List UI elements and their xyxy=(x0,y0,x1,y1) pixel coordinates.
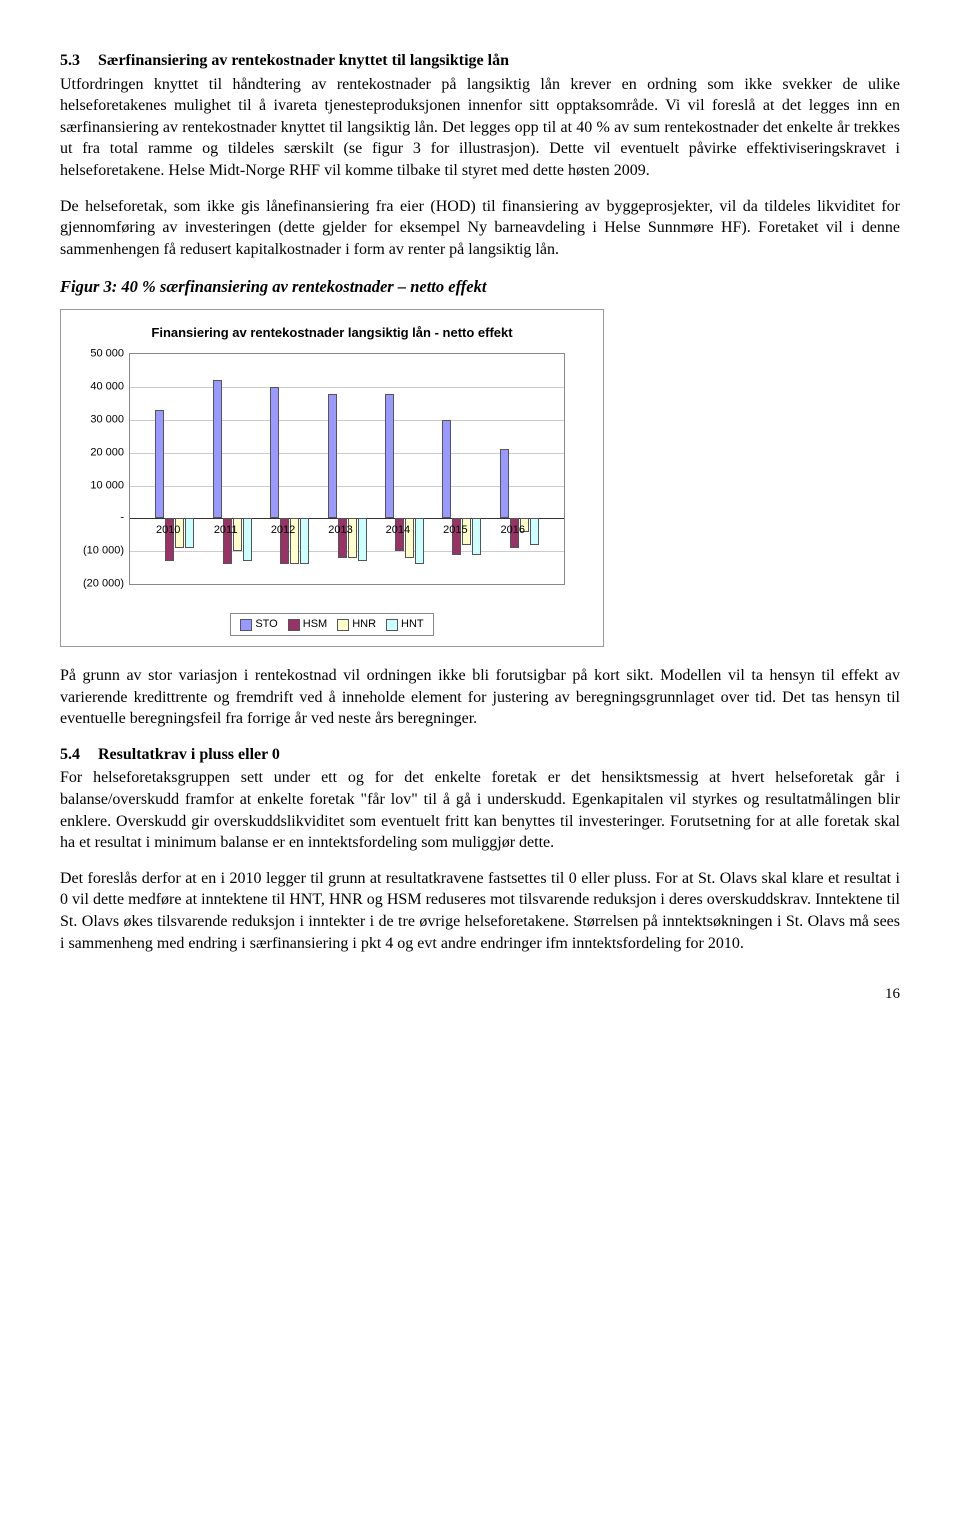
section-5-3-p2: De helseforetak, som ikke gis lånefinans… xyxy=(60,196,900,261)
bar-STO xyxy=(270,387,279,518)
section-5-4-p1: For helseforetaksgruppen sett under ett … xyxy=(60,767,900,853)
y-axis-label: 10 000 xyxy=(78,478,124,493)
legend-swatch xyxy=(337,619,349,631)
plot-area: 50 00040 00030 00020 00010 000-(10 000)(… xyxy=(129,353,565,585)
chart-title: Finansiering av rentekostnader langsikti… xyxy=(77,324,587,342)
page-number: 16 xyxy=(60,984,900,1004)
gridline xyxy=(130,420,564,421)
section-number: 5.3 xyxy=(60,50,98,72)
bar-HNT xyxy=(243,518,252,561)
x-axis-label: 2011 xyxy=(211,523,241,538)
y-axis-label: 20 000 xyxy=(78,445,124,460)
bar-STO xyxy=(155,410,164,518)
bar-STO xyxy=(385,394,394,519)
legend-item: HSM xyxy=(288,617,327,632)
legend-swatch xyxy=(386,619,398,631)
legend-item: HNT xyxy=(386,617,424,632)
chart-legend: STO HSM HNR HNT xyxy=(230,613,434,636)
section-5-4-title: 5.4Resultatkrav i pluss eller 0 xyxy=(60,744,900,766)
legend-label: STO xyxy=(255,617,277,632)
figure-3-caption: Figur 3: 40 % særfinansiering av renteko… xyxy=(60,276,900,298)
y-axis-label: 50 000 xyxy=(78,347,124,362)
bar-HNT xyxy=(415,518,424,564)
legend-label: HSM xyxy=(303,617,327,632)
para-after-chart: På grunn av stor variasjon i rentekostna… xyxy=(60,665,900,730)
x-axis-label: 2010 xyxy=(153,523,183,538)
y-axis-label: (20 000) xyxy=(78,577,124,592)
section-heading: Resultatkrav i pluss eller 0 xyxy=(98,746,280,763)
section-5-3-p1: Utfordringen knyttet til håndtering av r… xyxy=(60,74,900,182)
legend-swatch xyxy=(240,619,252,631)
bar-HNT xyxy=(358,518,367,561)
bar-STO xyxy=(213,380,222,518)
gridline xyxy=(130,387,564,388)
bar-chart: 50 00040 00030 00020 00010 000-(10 000)(… xyxy=(77,353,587,636)
bar-STO xyxy=(500,449,509,518)
bar-HNT xyxy=(300,518,309,564)
bar-HNT xyxy=(472,518,481,554)
legend-label: HNR xyxy=(352,617,376,632)
section-heading: Særfinansiering av rentekostnader knytte… xyxy=(98,52,509,69)
legend-label: HNT xyxy=(401,617,424,632)
x-axis-label: 2012 xyxy=(268,523,298,538)
legend-swatch xyxy=(288,619,300,631)
legend-item: STO xyxy=(240,617,277,632)
y-axis-label: (10 000) xyxy=(78,544,124,559)
x-axis-label: 2016 xyxy=(498,523,528,538)
bar-HNT xyxy=(530,518,539,544)
bar-STO xyxy=(328,394,337,519)
section-number: 5.4 xyxy=(60,744,98,766)
y-axis-label: 30 000 xyxy=(78,412,124,427)
x-axis-label: 2015 xyxy=(440,523,470,538)
x-axis-label: 2013 xyxy=(326,523,356,538)
section-5-4-p2: Det foreslås derfor at en i 2010 legger … xyxy=(60,868,900,954)
legend-item: HNR xyxy=(337,617,376,632)
section-5-3-title: 5.3Særfinansiering av rentekostnader kny… xyxy=(60,50,900,72)
y-axis-label: - xyxy=(78,511,124,526)
x-axis-label: 2014 xyxy=(383,523,413,538)
bar-STO xyxy=(442,420,451,519)
chart-container: Finansiering av rentekostnader langsikti… xyxy=(60,309,604,647)
y-axis-label: 40 000 xyxy=(78,380,124,395)
bar-HNT xyxy=(185,518,194,548)
